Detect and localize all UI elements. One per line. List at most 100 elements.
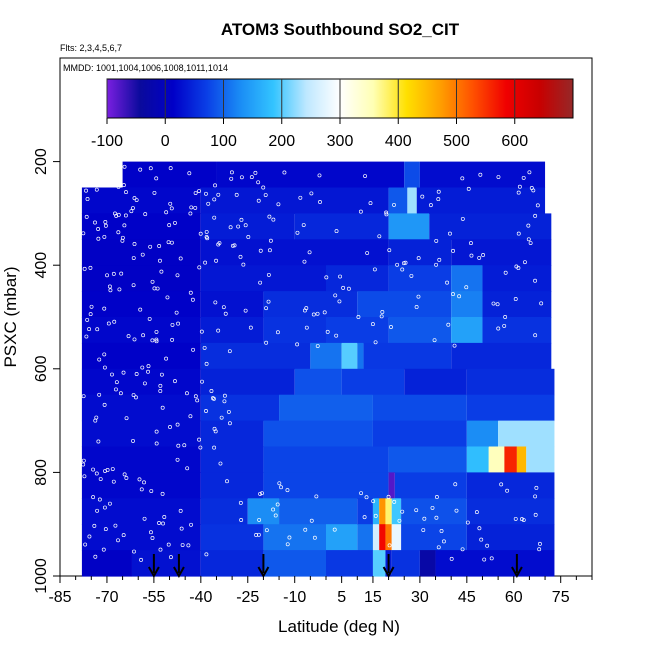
sample-point [195, 398, 200, 403]
sample-point [227, 421, 232, 426]
sample-point [295, 230, 300, 235]
sample-point [434, 262, 439, 267]
sample-point [164, 210, 169, 215]
sample-point [139, 557, 144, 562]
sample-point [318, 200, 322, 204]
sample-point [84, 188, 88, 193]
sample-point [253, 170, 258, 175]
sample-point [189, 522, 193, 527]
heatmap-cell [200, 265, 326, 292]
sample-point [479, 537, 484, 542]
heatmap-cell [435, 550, 555, 577]
sample-point [437, 257, 442, 262]
heatmap-cell [419, 161, 546, 189]
colorbar-tick-label: 400 [385, 133, 412, 150]
sample-point [386, 494, 391, 499]
sample-point [263, 193, 268, 198]
heatmap-cell [200, 291, 264, 318]
sample-point [445, 280, 450, 285]
heatmap-cell [482, 265, 552, 292]
sample-point [232, 243, 237, 248]
sample-point [230, 243, 235, 248]
sample-point [131, 256, 136, 260]
heatmap-cell [200, 187, 389, 214]
x-tick-label: -40 [189, 589, 212, 606]
sample-point [387, 543, 392, 548]
sample-point [134, 372, 139, 376]
sample-point [141, 333, 146, 338]
sample-point [243, 223, 248, 228]
sample-point [154, 429, 159, 434]
sample-point [93, 554, 98, 559]
sample-point [526, 237, 531, 242]
heatmap-cell [200, 239, 389, 266]
heatmap-cell [482, 291, 552, 318]
sample-point [212, 215, 217, 220]
sample-point [160, 405, 165, 410]
sample-point [198, 445, 203, 450]
sample-point [223, 311, 228, 316]
sample-point [279, 485, 284, 490]
sample-point [148, 166, 153, 171]
sample-point [140, 365, 145, 370]
sample-point [118, 391, 123, 396]
sample-point [436, 197, 441, 202]
sample-point [111, 479, 116, 484]
sample-point [179, 526, 184, 531]
y-tick-label: 400 [33, 252, 50, 279]
heatmap-cell [419, 550, 436, 577]
sample-point [282, 170, 287, 175]
sample-point [142, 516, 147, 521]
sample-point [261, 185, 266, 190]
sample-point [387, 248, 392, 253]
sample-point [217, 241, 222, 246]
sample-point [341, 285, 346, 290]
sample-point [131, 206, 135, 210]
sample-point [533, 333, 538, 338]
heatmap-cell [357, 291, 452, 318]
sample-point [421, 528, 426, 532]
heatmap-cell [279, 394, 373, 422]
sample-point [105, 467, 110, 472]
sample-point [83, 542, 88, 547]
heatmap-cell [388, 213, 430, 240]
sample-point [514, 264, 519, 269]
sample-point [176, 321, 181, 326]
heatmap-cell [200, 368, 295, 396]
sample-point [229, 170, 234, 175]
sample-point [114, 387, 118, 392]
heatmap-layer [81, 161, 555, 577]
sample-point [227, 349, 232, 354]
sample-point [271, 217, 276, 222]
sample-point [285, 542, 290, 547]
colorbar-tick-label: 100 [210, 133, 237, 150]
sample-point [264, 528, 269, 533]
sample-point [338, 274, 343, 279]
sample-point [173, 220, 177, 225]
heatmap-cell [488, 446, 505, 473]
sample-point [298, 195, 303, 200]
sample-point [312, 535, 317, 540]
sample-point [477, 526, 482, 531]
sample-point [169, 206, 174, 211]
sample-point [465, 520, 470, 525]
sample-point [159, 269, 164, 274]
heatmap-cell [451, 342, 552, 370]
heatmap-cell [200, 524, 264, 551]
sample-point [188, 211, 193, 216]
sample-point [311, 312, 316, 317]
heatmap-cell [391, 550, 420, 577]
heatmap-cell [294, 368, 342, 396]
sample-point [138, 167, 143, 172]
sample-point [111, 271, 116, 276]
sample-point [521, 175, 526, 180]
sample-point [314, 494, 319, 499]
heatmap-cell [451, 239, 552, 266]
sample-point [258, 280, 263, 285]
sample-point [434, 515, 439, 520]
heatmap-cell [200, 420, 264, 448]
sample-point [82, 474, 87, 479]
sample-point [212, 426, 217, 431]
heatmap-cell [466, 420, 499, 448]
